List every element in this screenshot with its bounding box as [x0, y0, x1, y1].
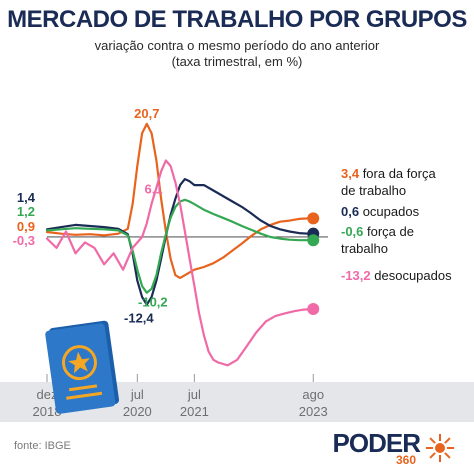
peak-annotation-2: -10,2	[138, 295, 168, 310]
x-tick-2: jul 2021	[159, 386, 229, 420]
chart-title: MERCADO DE TRABALHO POR GRUPOS	[7, 6, 467, 33]
x-tick-year: 2023	[298, 404, 328, 419]
x-tick-month: dez	[36, 387, 58, 402]
x-tick-3: ago 2023	[278, 386, 348, 420]
source-note: fonte: IBGE	[14, 440, 71, 452]
series-end-dot-2	[307, 234, 320, 247]
poder360-logo: PODER 360	[330, 428, 460, 468]
end-series-name-2: força de	[367, 224, 414, 239]
chart-subtitle-line-2: (taxa trimestral, em %)	[171, 54, 303, 69]
peak-annotation-3: 6,1	[145, 182, 163, 197]
start-label-0: 0,9	[17, 219, 35, 234]
series-line-3	[45, 159, 315, 367]
footer	[0, 422, 474, 474]
end-value-0: 3,4	[341, 166, 363, 181]
label-group: 1,41,20,9-0,3 20,7 -12,4-10,2 6,1 3,4 fora d…	[13, 106, 452, 382]
x-tick-month: ago	[302, 387, 325, 402]
end-value-2: -0,6	[341, 224, 367, 239]
end-series-name-3: desocupados	[374, 268, 452, 283]
logo-wordmark: PODER	[332, 428, 421, 458]
end-value-1: 0,6	[341, 204, 363, 219]
end-label-3: -13,2 desocupados	[341, 268, 452, 283]
series-group	[45, 122, 320, 367]
start-label-2: 1,2	[17, 204, 35, 219]
chart-subtitle-line-1: variação contra o mesmo período do ano a…	[94, 38, 380, 53]
logo-number: 360	[395, 453, 416, 467]
start-label-3: -0,3	[13, 233, 35, 248]
x-tick-year: 2020	[122, 404, 152, 419]
series-end-dot-0	[307, 212, 320, 225]
logo-burst-icon	[426, 434, 454, 462]
series-end-dot-3	[307, 303, 320, 316]
x-tick-0: dez 2018	[12, 386, 82, 420]
end-series-name-line2-2: trabalho	[341, 241, 388, 256]
end-series-name-line2-0: de trabalho	[341, 183, 406, 198]
chart-area: 1,41,20,9-0,3 20,7 -12,4-10,2 6,1 3,4 fora d…	[13, 106, 452, 382]
end-label-2: -0,6 força de	[341, 224, 414, 239]
end-value-3: -13,2	[341, 268, 374, 283]
peak-annotation-0: 20,7	[134, 106, 159, 121]
end-series-name-1: ocupados	[363, 204, 420, 219]
end-label-0: 3,4 fora da força	[341, 166, 436, 181]
end-series-name-0: fora da força	[363, 166, 437, 181]
x-tick-year: 2021	[179, 404, 209, 419]
series-line-1	[45, 178, 315, 306]
x-tick-month: jul	[187, 387, 201, 402]
series-line-2	[45, 198, 315, 294]
end-label-1: 0,6 ocupados	[341, 204, 420, 219]
passport-illustration-icon	[45, 320, 120, 414]
x-tick-year: 2018	[32, 404, 62, 419]
start-label-1: 1,4	[17, 190, 36, 205]
x-tick-1: jul 2020	[102, 386, 172, 420]
peak-annotation-1: -12,4	[124, 311, 154, 326]
x-tick-month: jul	[130, 387, 144, 402]
